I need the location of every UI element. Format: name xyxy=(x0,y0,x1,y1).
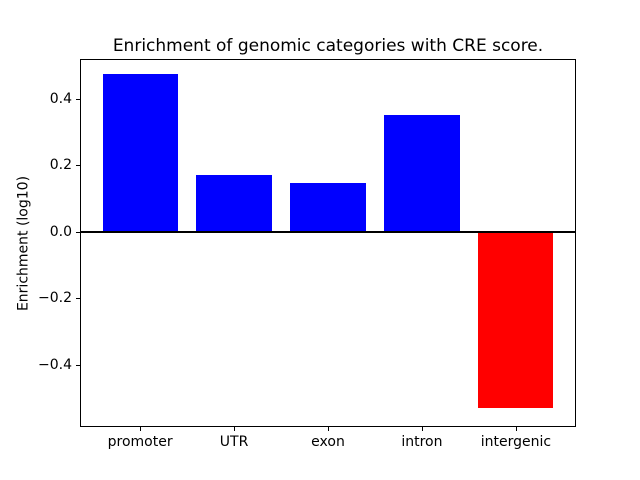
y-tick-mark xyxy=(76,231,80,233)
y-tick-mark xyxy=(76,98,80,100)
y-tick-label: 0.0 xyxy=(49,223,72,240)
plot-area xyxy=(80,59,576,427)
bar-intergenic xyxy=(478,231,554,409)
x-tick-mark xyxy=(328,427,329,431)
bar-UTR xyxy=(196,174,272,232)
bar-exon xyxy=(290,182,366,232)
x-tick-label-exon: exon xyxy=(311,434,345,450)
x-tick-label-promoter: promoter xyxy=(107,434,173,450)
y-axis-label: Enrichment (log10) xyxy=(15,175,32,312)
y-tick-label: 0.2 xyxy=(49,157,72,174)
x-tick-mark xyxy=(234,427,236,431)
bar-promoter xyxy=(102,73,178,232)
y-tick-label: −0.4 xyxy=(38,356,72,373)
x-tick-label-intron: intron xyxy=(401,434,443,450)
y-tick-label: 0.4 xyxy=(49,90,72,107)
zero-line xyxy=(80,230,576,233)
bar-intron xyxy=(384,115,460,232)
x-tick-label-intergenic: intergenic xyxy=(480,434,552,450)
y-tick-mark xyxy=(76,364,80,366)
x-tick-mark xyxy=(515,427,517,431)
y-tick-mark xyxy=(76,165,80,167)
y-tick-mark xyxy=(76,298,80,300)
x-tick-mark xyxy=(421,427,423,431)
chart-title: Enrichment of genomic categories with CR… xyxy=(112,36,544,56)
y-tick-label: −0.2 xyxy=(38,290,72,307)
x-tick-mark xyxy=(140,427,142,431)
x-tick-label-UTR: UTR xyxy=(219,434,249,450)
